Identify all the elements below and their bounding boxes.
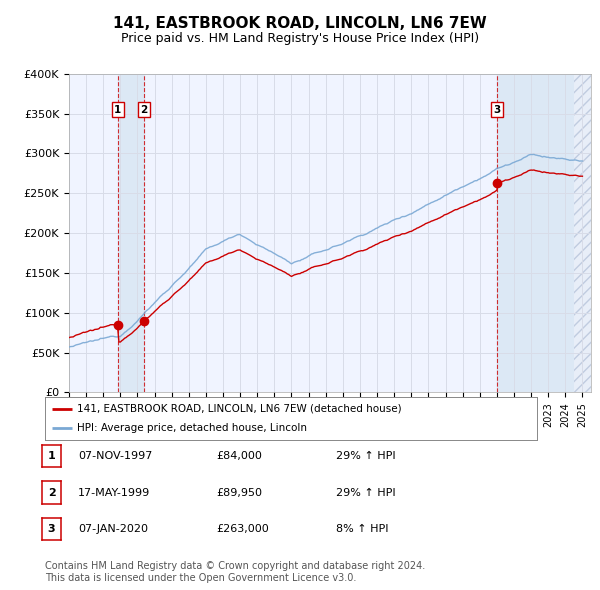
Bar — [497, 74, 574, 392]
Text: Contains HM Land Registry data © Crown copyright and database right 2024.
This d: Contains HM Land Registry data © Crown c… — [45, 561, 425, 583]
Text: 141, EASTBROOK ROAD, LINCOLN, LN6 7EW (detached house): 141, EASTBROOK ROAD, LINCOLN, LN6 7EW (d… — [77, 404, 401, 414]
Text: 29% ↑ HPI: 29% ↑ HPI — [336, 451, 395, 461]
Text: £263,000: £263,000 — [216, 525, 269, 534]
Text: 07-JAN-2020: 07-JAN-2020 — [78, 525, 148, 534]
Text: 2: 2 — [48, 488, 55, 497]
Text: 1: 1 — [48, 451, 55, 461]
Text: 1: 1 — [114, 104, 121, 114]
Text: 2: 2 — [140, 104, 148, 114]
Text: £89,950: £89,950 — [216, 488, 262, 497]
Text: £84,000: £84,000 — [216, 451, 262, 461]
Text: 3: 3 — [494, 104, 501, 114]
Text: Price paid vs. HM Land Registry's House Price Index (HPI): Price paid vs. HM Land Registry's House … — [121, 32, 479, 45]
Text: 17-MAY-1999: 17-MAY-1999 — [78, 488, 150, 497]
Text: 29% ↑ HPI: 29% ↑ HPI — [336, 488, 395, 497]
Bar — [118, 74, 144, 392]
Bar — [574, 74, 591, 392]
Text: 07-NOV-1997: 07-NOV-1997 — [78, 451, 152, 461]
Text: 141, EASTBROOK ROAD, LINCOLN, LN6 7EW: 141, EASTBROOK ROAD, LINCOLN, LN6 7EW — [113, 16, 487, 31]
Text: 8% ↑ HPI: 8% ↑ HPI — [336, 525, 389, 534]
Text: 3: 3 — [48, 525, 55, 534]
Text: HPI: Average price, detached house, Lincoln: HPI: Average price, detached house, Linc… — [77, 423, 307, 433]
